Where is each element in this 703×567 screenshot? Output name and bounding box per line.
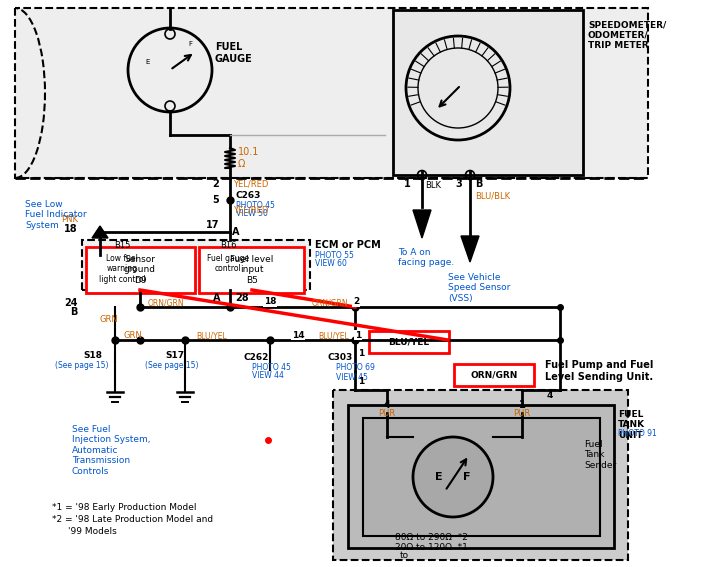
Text: SPEEDOMETER/
ODOMETER/
TRIP METER: SPEEDOMETER/ ODOMETER/ TRIP METER	[588, 20, 666, 50]
Text: See Low
Fuel Indicator
System: See Low Fuel Indicator System	[25, 200, 86, 230]
Text: (See page 15): (See page 15)	[145, 361, 198, 370]
Text: 18: 18	[264, 298, 276, 307]
Text: C303: C303	[328, 353, 353, 362]
Text: 24: 24	[65, 298, 78, 308]
Text: 1: 1	[355, 331, 361, 340]
Text: S17: S17	[165, 350, 185, 359]
Text: ORN/GRN: ORN/GRN	[148, 298, 185, 307]
Text: C262: C262	[243, 353, 269, 362]
Text: BLU/BLK: BLU/BLK	[475, 192, 510, 201]
Text: 1: 1	[358, 378, 364, 387]
Polygon shape	[82, 240, 310, 290]
Polygon shape	[413, 210, 431, 238]
Text: 1: 1	[404, 179, 411, 189]
Polygon shape	[363, 418, 600, 536]
Text: '99 Models: '99 Models	[68, 527, 117, 535]
Text: 2: 2	[353, 298, 359, 307]
Text: PHOTO 69: PHOTO 69	[336, 363, 375, 373]
Polygon shape	[393, 10, 583, 175]
Text: Low fuel
warning
light control: Low fuel warning light control	[98, 254, 146, 284]
Text: BLK: BLK	[425, 180, 441, 189]
Text: 4: 4	[547, 391, 553, 400]
Text: VIEW 44: VIEW 44	[252, 370, 284, 379]
Polygon shape	[348, 405, 614, 548]
Text: 1: 1	[358, 349, 364, 358]
Text: 28: 28	[235, 293, 249, 303]
Text: 2: 2	[212, 179, 219, 189]
Text: 17: 17	[205, 220, 219, 230]
Text: To A on
facing page.: To A on facing page.	[398, 248, 454, 268]
Text: YEL/RED: YEL/RED	[233, 180, 269, 188]
Text: E: E	[435, 472, 443, 482]
Text: 18: 18	[65, 224, 78, 234]
Text: 5: 5	[212, 195, 219, 205]
Text: 80Ω to 290Ω  *2: 80Ω to 290Ω *2	[395, 534, 468, 543]
Text: ECM or PCM: ECM or PCM	[315, 240, 381, 250]
Text: PHOTO 45: PHOTO 45	[236, 201, 275, 209]
Text: 14: 14	[292, 331, 304, 340]
Text: B: B	[475, 179, 482, 189]
Text: F: F	[463, 472, 471, 482]
Text: A: A	[232, 227, 240, 237]
FancyBboxPatch shape	[454, 364, 534, 386]
Text: 1: 1	[519, 400, 525, 410]
FancyBboxPatch shape	[369, 331, 449, 353]
Circle shape	[413, 437, 493, 517]
Text: *2 = '98 Late Production Model and: *2 = '98 Late Production Model and	[52, 515, 213, 524]
Text: GRN: GRN	[124, 332, 143, 341]
Text: 4: 4	[384, 400, 390, 410]
Text: PHOTO 55: PHOTO 55	[315, 252, 354, 260]
Text: Fuel level
input
B5: Fuel level input B5	[231, 255, 273, 285]
Text: B16: B16	[220, 242, 236, 251]
Text: VIEW 45: VIEW 45	[336, 373, 368, 382]
Text: Fuel Pump and Fuel
Level Sending Unit.: Fuel Pump and Fuel Level Sending Unit.	[545, 360, 653, 382]
Text: ORN/GRN: ORN/GRN	[312, 298, 349, 307]
Text: B15: B15	[114, 242, 130, 251]
Text: S18: S18	[84, 350, 103, 359]
Text: See Vehicle
Speed Sensor
(VSS): See Vehicle Speed Sensor (VSS)	[448, 273, 510, 303]
Polygon shape	[92, 226, 108, 238]
Text: (See page 15): (See page 15)	[55, 361, 108, 370]
Text: PUR: PUR	[378, 408, 396, 417]
Text: Fuel
Tank
Sender: Fuel Tank Sender	[584, 440, 617, 470]
Text: B: B	[70, 307, 78, 317]
Polygon shape	[333, 390, 628, 560]
Text: PHOTO 45: PHOTO 45	[252, 362, 291, 371]
Text: 3: 3	[456, 179, 462, 189]
Text: ORN/GRN: ORN/GRN	[470, 370, 517, 379]
Text: BLU/YEL: BLU/YEL	[318, 332, 349, 341]
Polygon shape	[15, 8, 648, 178]
Text: PNK: PNK	[61, 215, 78, 225]
Text: C263: C263	[236, 192, 262, 201]
Text: FUEL
TANK
UNIT: FUEL TANK UNIT	[618, 410, 645, 440]
Text: YEL/RED: YEL/RED	[233, 205, 269, 214]
Text: BLU/YEL: BLU/YEL	[196, 332, 227, 341]
Text: to: to	[400, 552, 409, 561]
Text: F: F	[188, 41, 192, 47]
Text: 20Ω to 120Ω  *1: 20Ω to 120Ω *1	[395, 543, 468, 552]
Text: Sensor
ground
D9: Sensor ground D9	[124, 255, 156, 285]
Text: FUEL
GAUGE: FUEL GAUGE	[215, 42, 253, 64]
Text: *1 = '98 Early Production Model: *1 = '98 Early Production Model	[52, 503, 197, 513]
Text: A: A	[212, 293, 220, 303]
Text: E: E	[146, 59, 150, 65]
Text: GRN: GRN	[100, 315, 119, 324]
Text: VIEW 60: VIEW 60	[315, 260, 347, 269]
Text: Fuel gauge
control: Fuel gauge control	[207, 254, 249, 273]
Text: PUR: PUR	[513, 408, 531, 417]
FancyBboxPatch shape	[86, 247, 195, 293]
Text: See Fuel
Injection System,
Automatic
Transmission
Controls: See Fuel Injection System, Automatic Tra…	[72, 425, 150, 476]
Polygon shape	[461, 236, 479, 262]
FancyBboxPatch shape	[199, 247, 304, 293]
Text: 10.1
Ω: 10.1 Ω	[238, 147, 259, 169]
Text: BLU/YEL: BLU/YEL	[389, 337, 430, 346]
Text: VIEW 50: VIEW 50	[236, 209, 268, 218]
Text: PHOTO 91: PHOTO 91	[618, 429, 657, 438]
